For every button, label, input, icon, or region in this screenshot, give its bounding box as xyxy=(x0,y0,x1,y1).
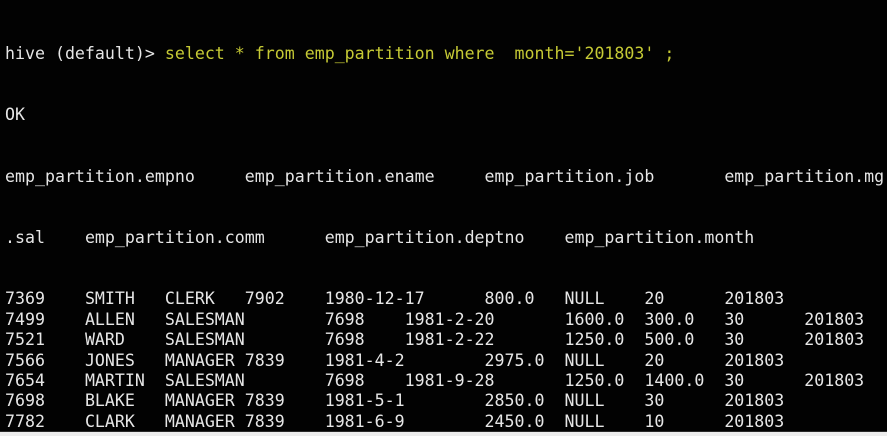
result-header-line-2: .sal emp_partition.comm emp_partition.de… xyxy=(5,227,755,247)
table-row: 7369 SMITH CLERK 7902 1980-12-17 800.0 N… xyxy=(5,289,785,309)
sql-query-text: select * from emp_partition where month=… xyxy=(164,43,675,63)
result-rows: 7369 SMITH CLERK 7902 1980-12-17 800.0 N… xyxy=(5,289,887,431)
table-row: 7499 ALLEN SALESMAN 7698 1981-2-20 1600.… xyxy=(5,309,865,329)
query-line: hive (default)> select * from emp_partit… xyxy=(5,44,887,64)
table-row: 7698 BLAKE MANAGER 7839 1981-5-1 2850.0 … xyxy=(5,391,785,411)
table-row: 7782 CLARK MANAGER 7839 1981-6-9 2450.0 … xyxy=(5,411,785,431)
table-row: 7521 WARD SALESMAN 7698 1981-2-22 1250.0… xyxy=(5,330,865,350)
ok-status-line: OK xyxy=(5,105,25,125)
table-row: 7566 JONES MANAGER 7839 1981-4-2 2975.0 … xyxy=(5,350,785,370)
table-row: 7654 MARTIN SALESMAN 7698 1981-9-28 1250… xyxy=(5,371,865,391)
hive-prompt: hive (default)> xyxy=(5,43,165,63)
window-bottom-edge xyxy=(0,431,887,436)
result-header-line-1: emp_partition.empno emp_partition.ename … xyxy=(5,166,887,186)
